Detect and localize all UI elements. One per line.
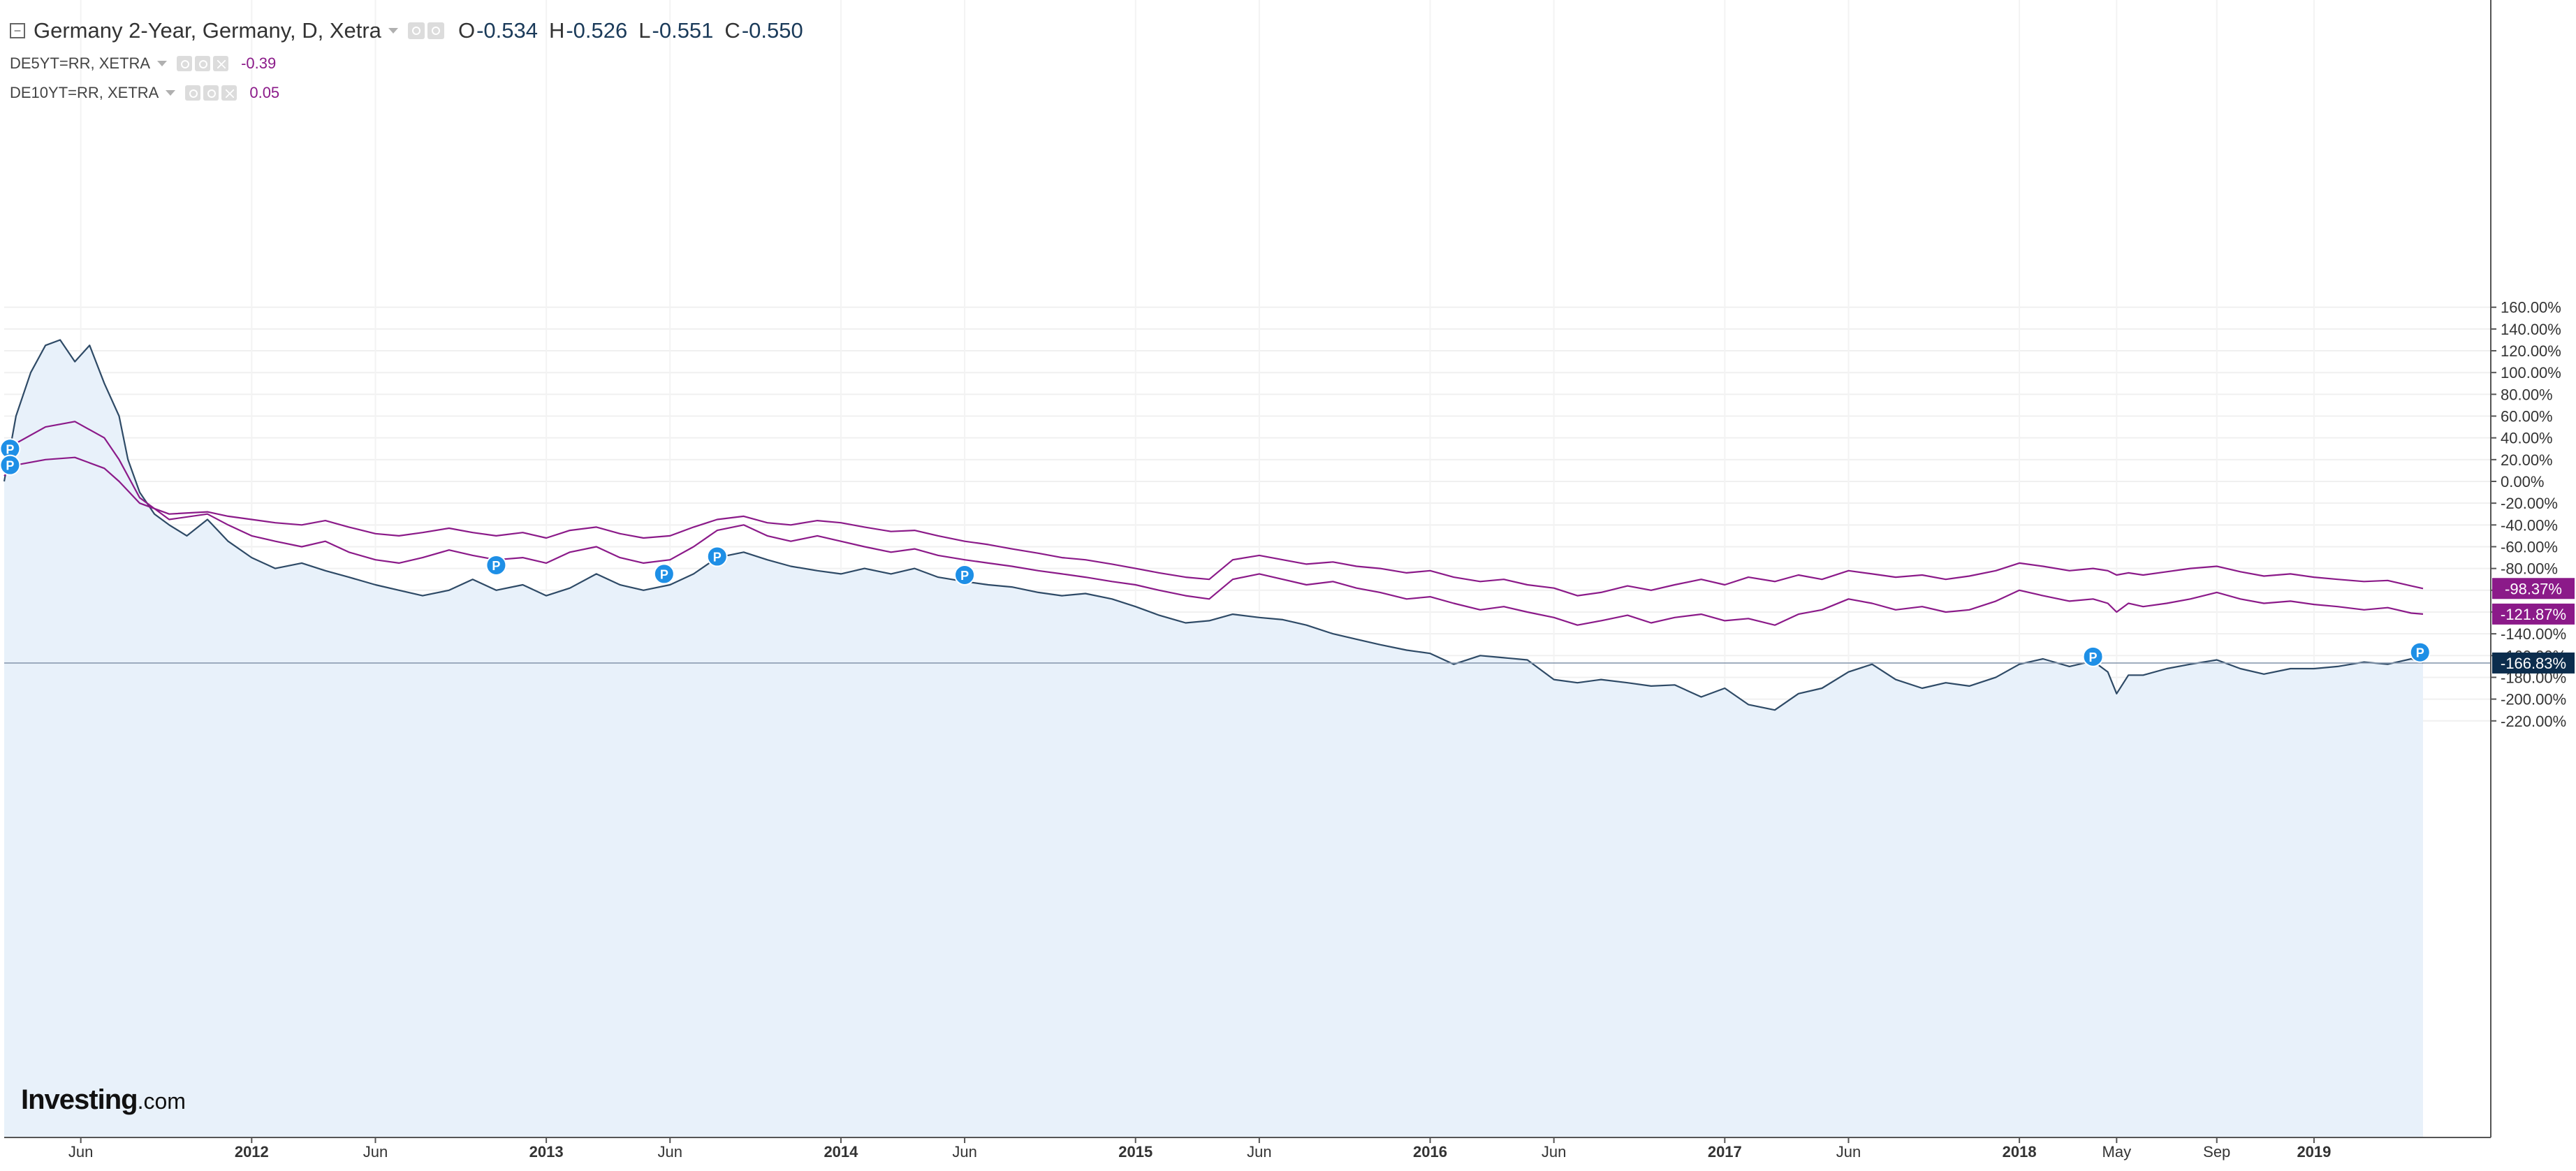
y-tick-label: -40.00% [2501,516,2558,534]
x-tick-label: 2018 [2003,1143,2037,1161]
event-marker-label: P [492,559,500,573]
series-value-de10yt: 0.05 [249,84,280,101]
x-tick-label: 2015 [1118,1143,1152,1161]
remove-series-icon[interactable] [221,85,237,101]
investing-logo: Investing.com [21,1084,186,1116]
series-line-2 [3,456,2424,597]
chevron-down-icon[interactable] [166,90,176,96]
high-value: -0.526 [566,18,628,43]
close-label: C [724,18,740,43]
x-tick-label: 2019 [2297,1143,2331,1161]
chevron-down-icon[interactable] [157,61,168,66]
price-label-layer: -166.83% -121.87% -98.37% [2492,578,2575,674]
x-tick-label: Jun [363,1143,388,1161]
event-marker-label: P [960,569,969,583]
series-area-0 [4,340,2423,1137]
x-tick-label: Jun [952,1143,976,1161]
collapse-legend-icon[interactable]: − [10,23,25,38]
legend-series-row: DE10YT=RR, XETRA 0.05 [10,78,803,108]
series-title-de5yt[interactable]: DE5YT=RR, XETRA [10,54,151,72]
x-tick-label: Jun [1247,1143,1271,1161]
event-marker[interactable] [2082,646,2104,667]
y-tick-label: 60.00% [2501,408,2553,426]
close-value: -0.550 [741,18,803,43]
open-value: -0.534 [476,18,538,43]
line-layer [3,339,2424,711]
x-tick-label: 2013 [529,1143,564,1161]
x-tick-label: 2012 [235,1143,269,1161]
low-label: L [638,18,651,43]
last-price-badge [2492,652,2575,674]
logo-suffix: .com [137,1089,186,1114]
y-tick-label: 100.00% [2501,364,2561,381]
visibility-icon[interactable] [427,22,444,39]
event-marker[interactable] [2409,641,2431,663]
event-marker-label: P [660,567,668,581]
x-tick-label: Jun [1836,1143,1861,1161]
event-marker[interactable] [485,554,507,576]
logo-brand: Investing [21,1084,138,1115]
y-tick-label: -60.00% [2501,538,2558,555]
event-marker-label: P [713,551,722,565]
main-series-title[interactable]: Germany 2-Year, Germany, D, Xetra [34,18,381,43]
last-price-badge [2492,603,2575,625]
last-price-label: -166.83% [2501,655,2566,672]
open-label: O [458,18,476,43]
y-tick-label: 40.00% [2501,430,2553,447]
event-marker[interactable] [0,454,21,476]
settings-icon[interactable] [407,22,425,39]
series-value-de5yt: -0.39 [241,54,277,72]
chevron-down-icon[interactable] [388,28,398,34]
chart-legend: − Germany 2-Year, Germany, D, Xetra O -0.… [10,13,803,108]
y-tick-label: -140.00% [2501,625,2566,643]
series-title-de10yt[interactable]: DE10YT=RR, XETRA [10,84,159,101]
y-tick-label: 0.00% [2501,473,2544,490]
series-line-1 [3,421,2424,626]
x-tick-label: Jun [1542,1143,1566,1161]
y-tick-label: 20.00% [2501,451,2553,469]
visibility-icon[interactable] [177,56,193,71]
event-marker[interactable] [954,564,976,586]
settings-icon[interactable] [195,56,211,71]
low-value: -0.551 [652,18,714,43]
event-marker-label: P [2089,650,2098,664]
x-tick-label: May [2102,1143,2132,1161]
y-tick-label: -80.00% [2501,560,2558,578]
visibility-icon[interactable] [185,85,201,101]
x-tick-label: Sep [2203,1143,2230,1161]
x-tick-label: 2014 [824,1143,858,1161]
event-marker[interactable] [653,563,675,585]
x-tick-label: Jun [658,1143,682,1161]
event-marker-label: P [6,442,14,456]
event-marker-label: P [6,459,14,473]
y-tick-label: 120.00% [2501,342,2561,360]
series-line-0 [3,339,2424,711]
high-label: H [548,18,565,43]
event-marker[interactable] [706,546,728,567]
x-tick-label: Jun [68,1143,93,1161]
settings-icon[interactable] [203,85,219,101]
y-tick-label: -220.00% [2501,713,2566,730]
x-tick-label: 2016 [1413,1143,1447,1161]
legend-main-row: − Germany 2-Year, Germany, D, Xetra O -0.… [10,13,803,49]
last-price-label: -98.37% [2505,580,2562,597]
remove-series-icon[interactable] [213,56,229,71]
y-tick-label: 80.00% [2501,386,2553,403]
x-tick-label: 2017 [1708,1143,1742,1161]
area-layer [4,340,2423,1137]
y-tick-label: -20.00% [2501,495,2558,512]
y-tick-label: -200.00% [2501,691,2566,708]
last-price-label: -121.87% [2501,606,2566,623]
legend-series-row: DE5YT=RR, XETRA -0.39 [10,49,803,78]
y-tick-label: 160.00% [2501,299,2561,317]
event-marker-label: P [2416,646,2424,660]
y-tick-label: 140.00% [2501,321,2561,338]
last-price-badge [2492,578,2575,599]
